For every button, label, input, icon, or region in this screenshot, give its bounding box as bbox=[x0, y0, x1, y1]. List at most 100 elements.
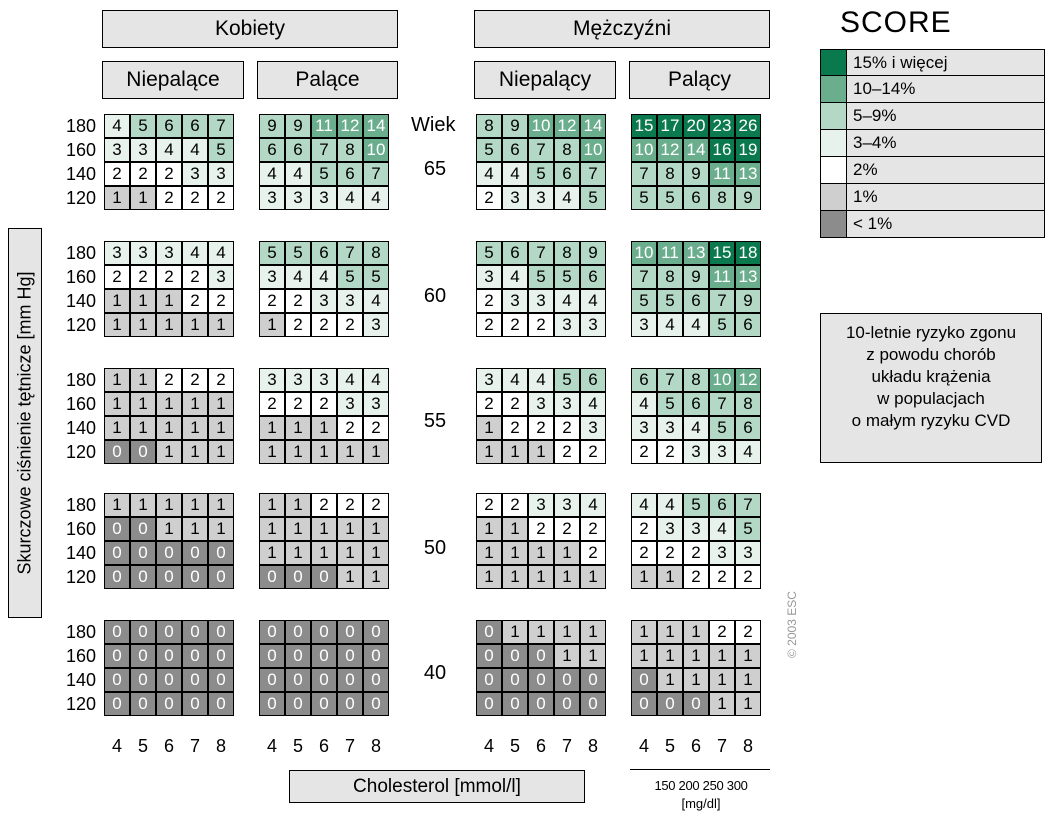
legend-label: 1% bbox=[847, 184, 1045, 211]
risk-cell: 3 bbox=[554, 493, 580, 517]
risk-cell: 0 bbox=[528, 668, 554, 692]
risk-cell: 2 bbox=[285, 289, 311, 313]
risk-cell: 5 bbox=[709, 313, 735, 337]
sbp-tick-label: 120 bbox=[65, 694, 96, 714]
risk-cell: 3 bbox=[528, 392, 554, 416]
mgdl-scale-line bbox=[630, 769, 770, 770]
cholesterol-tick-label: 8 bbox=[215, 736, 226, 756]
risk-cell: 0 bbox=[208, 541, 234, 565]
sbp-tick-label: 180 bbox=[65, 622, 96, 642]
risk-cell: 6 bbox=[311, 241, 337, 265]
risk-cell: 2 bbox=[709, 620, 735, 644]
risk-cell: 0 bbox=[631, 668, 657, 692]
risk-cell: 10 bbox=[363, 138, 389, 162]
sbp-tick-label: 120 bbox=[65, 188, 96, 208]
risk-grid-men-smoking-age-60: 10 11 13 15 18 7 8 9 11 13 5 5 6 7 9 3 4 4 5 6 bbox=[631, 241, 761, 337]
risk-cell: 1 bbox=[208, 313, 234, 337]
risk-grid-men-smoking-age-65: 15 17 20 23 26 10 12 14 16 19 7 8 9 11 13 5 5 6 8 9 bbox=[631, 114, 761, 210]
risk-cell: 1 bbox=[363, 517, 389, 541]
risk-cell: 1 bbox=[104, 493, 130, 517]
risk-cell: 1 bbox=[182, 440, 208, 464]
risk-cell: 1 bbox=[182, 392, 208, 416]
risk-cell: 4 bbox=[363, 368, 389, 392]
risk-cell: 1 bbox=[259, 541, 285, 565]
risk-cell: 8 bbox=[657, 162, 683, 186]
risk-cell: 4 bbox=[337, 368, 363, 392]
sbp-tick-label: 160 bbox=[65, 140, 96, 160]
info-line: w populacjach bbox=[877, 389, 985, 408]
risk-cell: 1 bbox=[683, 668, 709, 692]
risk-cell: 1 bbox=[104, 416, 130, 440]
age-label: 40 bbox=[423, 662, 447, 684]
risk-cell: 3 bbox=[528, 493, 554, 517]
risk-cell: 0 bbox=[554, 668, 580, 692]
men-header: Mężczyźni bbox=[474, 10, 770, 48]
risk-cell: 0 bbox=[311, 620, 337, 644]
risk-cell: 1 bbox=[735, 692, 761, 716]
risk-cell: 2 bbox=[182, 186, 208, 210]
risk-cell: 6 bbox=[502, 138, 528, 162]
risk-cell: 4 bbox=[580, 289, 606, 313]
age-header: Wiek bbox=[411, 114, 456, 136]
sbp-tick-label: 180 bbox=[65, 243, 96, 263]
risk-cell: 0 bbox=[285, 620, 311, 644]
risk-cell: 1 bbox=[528, 440, 554, 464]
risk-cell: 0 bbox=[104, 517, 130, 541]
legend-item: 2% bbox=[820, 157, 1045, 184]
risk-cell: 1 bbox=[208, 493, 234, 517]
risk-cell: 2 bbox=[182, 289, 208, 313]
risk-cell: 4 bbox=[554, 186, 580, 210]
risk-cell: 10 bbox=[631, 138, 657, 162]
risk-cell: 0 bbox=[208, 644, 234, 668]
risk-cell: 1 bbox=[363, 565, 389, 589]
risk-cell: 1 bbox=[363, 541, 389, 565]
risk-cell: 3 bbox=[554, 313, 580, 337]
risk-cell: 2 bbox=[156, 368, 182, 392]
risk-cell: 2 bbox=[580, 440, 606, 464]
risk-cell: 1 bbox=[130, 416, 156, 440]
risk-cell: 12 bbox=[554, 114, 580, 138]
risk-cell: 2 bbox=[208, 368, 234, 392]
cholesterol-tick-label: 4 bbox=[266, 736, 277, 756]
cholesterol-tick-label: 6 bbox=[318, 736, 329, 756]
risk-cell: 3 bbox=[311, 186, 337, 210]
risk-cell: 2 bbox=[311, 493, 337, 517]
risk-cell: 5 bbox=[311, 162, 337, 186]
risk-cell: 5 bbox=[554, 265, 580, 289]
risk-cell: 8 bbox=[337, 138, 363, 162]
risk-cell: 8 bbox=[683, 368, 709, 392]
risk-cell: 4 bbox=[683, 313, 709, 337]
risk-cell: 1 bbox=[104, 186, 130, 210]
risk-cell: 9 bbox=[502, 114, 528, 138]
risk-cell: 9 bbox=[735, 289, 761, 313]
risk-cell: 2 bbox=[363, 493, 389, 517]
risk-cell: 0 bbox=[130, 541, 156, 565]
risk-cell: 7 bbox=[363, 162, 389, 186]
sbp-tick-label: 160 bbox=[65, 394, 96, 414]
risk-cell: 9 bbox=[735, 186, 761, 210]
legend-item: 10–14% bbox=[820, 76, 1045, 103]
risk-cell: 7 bbox=[657, 368, 683, 392]
risk-cell: 0 bbox=[156, 541, 182, 565]
risk-cell: 0 bbox=[156, 668, 182, 692]
cholesterol-tick-label: 8 bbox=[742, 736, 753, 756]
risk-cell: 2 bbox=[311, 313, 337, 337]
risk-cell: 5 bbox=[285, 241, 311, 265]
risk-cell: 1 bbox=[683, 620, 709, 644]
legend-swatch bbox=[820, 103, 847, 130]
risk-cell: 2 bbox=[156, 265, 182, 289]
risk-cell: 0 bbox=[337, 620, 363, 644]
risk-cell: 1 bbox=[182, 313, 208, 337]
score-logo-text: SCORE bbox=[840, 6, 952, 39]
risk-cell: 12 bbox=[337, 114, 363, 138]
risk-cell: 0 bbox=[363, 644, 389, 668]
risk-cell: 0 bbox=[476, 692, 502, 716]
risk-cell: 3 bbox=[580, 416, 606, 440]
risk-cell: 0 bbox=[311, 692, 337, 716]
risk-cell: 7 bbox=[528, 138, 554, 162]
risk-cell: 4 bbox=[528, 368, 554, 392]
legend-item: 5–9% bbox=[820, 103, 1045, 130]
risk-cell: 14 bbox=[580, 114, 606, 138]
